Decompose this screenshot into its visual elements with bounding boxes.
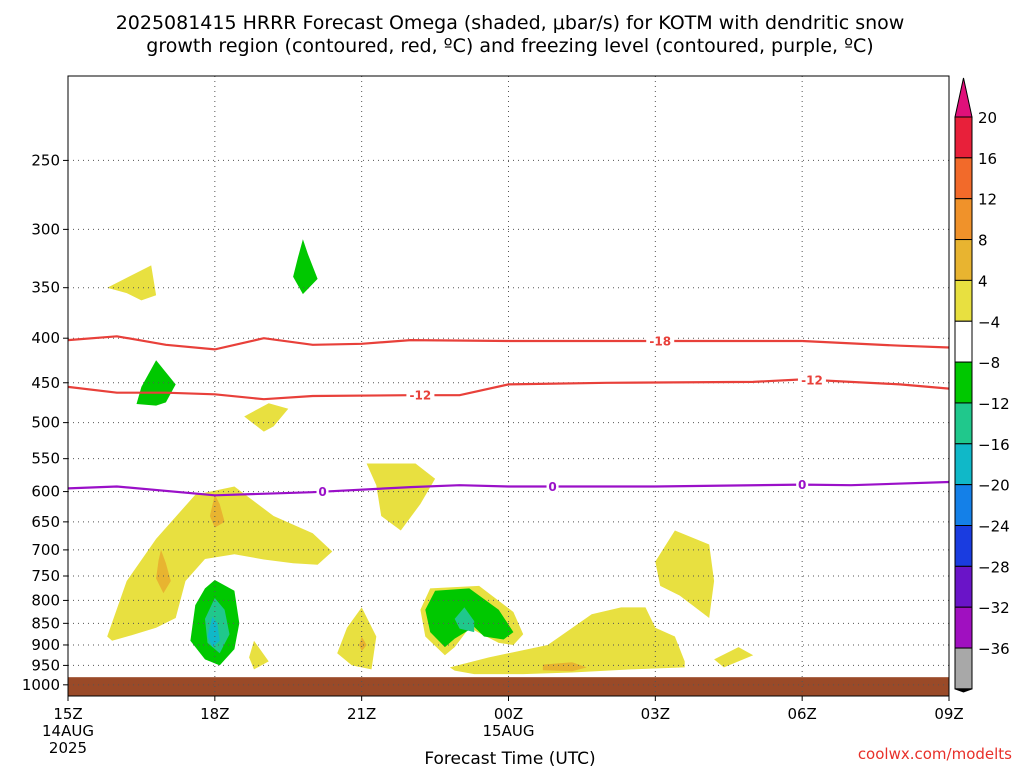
x-axis-label: Forecast Time (UTC)	[424, 749, 595, 768]
colorbar-label-6: −8	[978, 354, 1000, 372]
y-tick-label-350: 350	[31, 279, 60, 297]
omega-region-16	[454, 607, 475, 633]
omega-region-18	[542, 662, 587, 672]
colorbar: 20 16 12 8 4 −4 −8 −12 −16 −20 −24 −28 −32 −36	[954, 77, 1010, 693]
colorbar-segment-8	[954, 443, 973, 486]
y-tick-label-1000: 1000	[22, 676, 60, 694]
colorbar-label-0: 20	[978, 109, 997, 127]
colorbar-label-13: −36	[978, 640, 1010, 658]
y-tick-label-450: 450	[31, 374, 60, 392]
omega-region-17	[449, 607, 685, 675]
colorbar-segment-4	[954, 279, 973, 322]
colorbar-segment-12	[954, 606, 973, 649]
grid-lines	[68, 76, 949, 696]
colorbar-segment-11	[954, 565, 973, 608]
colorbar-segment-7	[954, 402, 973, 445]
contour-line-0	[67, 480, 950, 497]
contour-label-bg--18-0	[646, 334, 675, 349]
contour-label--12-1: -12	[801, 373, 823, 387]
colorbar-top-arrow	[954, 77, 973, 118]
pressure-axis: 250 300 350 400 450 500 550 600 650 700 750 800 850 9…	[22, 151, 68, 694]
omega-region-19	[655, 530, 715, 618]
contour-label--18-0: -18	[649, 335, 671, 349]
x-tick-label-03Z: 03Z	[641, 705, 670, 723]
omega-shaded-regions	[107, 239, 754, 675]
contour-label-bg--12-1	[797, 372, 826, 387]
omega-region-2	[136, 360, 176, 406]
contour-label-bg-0-2	[796, 477, 809, 492]
colorbar-label-9: −20	[978, 477, 1010, 495]
y-tick-label-800: 800	[31, 591, 60, 609]
omega-region-12	[337, 607, 377, 670]
colorbar-label-10: −24	[978, 518, 1010, 536]
omega-region-7	[209, 494, 225, 528]
x-tick-label-06Z: 06Z	[787, 705, 816, 723]
x-tick-year-15Z: 2025	[49, 739, 87, 757]
colorbar-label-11: −28	[978, 558, 1010, 576]
temperature-contours: -18 -12 -12 0 0 0	[67, 334, 950, 499]
y-tick-label-550: 550	[31, 450, 60, 468]
omega-region-3	[244, 403, 289, 432]
chart-title-line-1: 2025081415 HRRR Forecast Omega (shaded, …	[116, 12, 905, 34]
colorbar-segment-13	[954, 647, 973, 690]
y-tick-label-400: 400	[31, 329, 60, 347]
contour-line--12	[67, 378, 950, 401]
omega-region-11	[249, 640, 269, 670]
contour-label-bg--12-0	[406, 388, 435, 403]
colorbar-segment-1	[954, 157, 973, 200]
colorbar-label-4: 4	[978, 272, 988, 290]
colorbar-segment-2	[954, 198, 973, 241]
contour-label--12-0: -12	[410, 389, 432, 403]
omega-region-5	[107, 486, 333, 641]
colorbar-segment-0	[954, 116, 973, 159]
colorbar-segment-5	[954, 320, 973, 363]
contour-label-0-1: 0	[548, 480, 556, 494]
x-tick-label-18Z: 18Z	[200, 705, 229, 723]
omega-region-0	[107, 265, 157, 301]
y-tick-label-950: 950	[31, 656, 60, 674]
colorbar-label-3: 8	[978, 232, 988, 250]
chart-title-line-2: growth region (contoured, red, ºC) and f…	[146, 35, 873, 57]
y-tick-label-500: 500	[31, 414, 60, 432]
colorbar-segment-9	[954, 484, 973, 526]
y-tick-label-900: 900	[31, 636, 60, 654]
colorbar-label-1: 16	[978, 150, 997, 168]
colorbar-label-2: 12	[978, 191, 997, 209]
x-tick-date-00Z: 15AUG	[483, 722, 535, 740]
contour-label-0-2: 0	[798, 478, 806, 492]
x-tick-label-00Z: 00Z	[494, 705, 523, 723]
omega-region-13	[359, 636, 367, 652]
omega-region-4	[366, 463, 436, 531]
contour-label-bg-0-0	[316, 484, 329, 499]
colorbar-segment-6	[954, 361, 973, 404]
omega-region-10	[207, 616, 220, 648]
colorbar-segment-10	[954, 525, 973, 567]
y-tick-label-600: 600	[31, 483, 60, 501]
credit-text: coolwx.com/modelts	[858, 745, 1012, 763]
omega-region-20	[714, 647, 754, 668]
y-tick-label-850: 850	[31, 614, 60, 632]
y-tick-label-300: 300	[31, 220, 60, 238]
colorbar-bottom-arrow	[954, 688, 973, 693]
y-tick-label-250: 250	[31, 151, 60, 169]
contour-line--18	[67, 335, 950, 351]
colorbar-label-7: −12	[978, 395, 1010, 413]
contour-label-bg-0-1	[546, 479, 559, 494]
x-tick-date-15Z: 14AUG	[42, 722, 94, 740]
colorbar-segment-3	[954, 239, 973, 281]
x-tick-label-09Z: 09Z	[934, 705, 963, 723]
colorbar-label-5: −4	[978, 313, 1000, 331]
omega-region-1	[293, 239, 318, 295]
y-tick-label-750: 750	[31, 567, 60, 585]
y-tick-label-650: 650	[31, 513, 60, 531]
colorbar-label-12: −32	[978, 599, 1010, 617]
contour-label-0-0: 0	[318, 485, 326, 499]
colorbar-label-8: −16	[978, 436, 1010, 454]
omega-region-6	[156, 549, 171, 594]
y-tick-label-700: 700	[31, 541, 60, 559]
x-tick-label-15Z: 15Z	[53, 705, 82, 723]
x-tick-label-21Z: 21Z	[347, 705, 376, 723]
